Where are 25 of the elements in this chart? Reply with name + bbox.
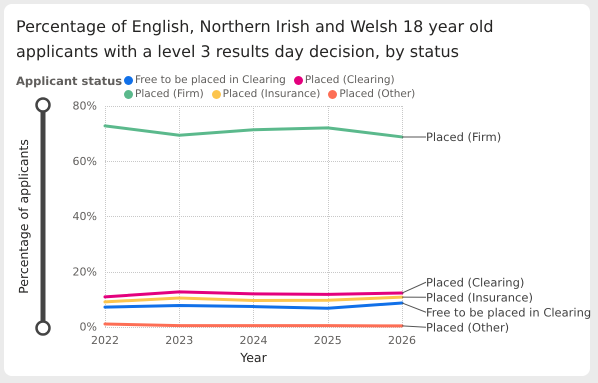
x-tick-label: 2024	[240, 334, 268, 347]
x-tick-label: 2022	[91, 334, 119, 347]
y-axis-title: Percentage of applicants	[16, 139, 31, 294]
chart-title: Percentage of English, Northern Irish and Welsh 18 year old applicants with a level 3 results day decision, by status	[16, 16, 495, 63]
legend-label: Placed (Other)	[339, 88, 416, 101]
text: Free to be placed in Clearing	[426, 305, 592, 320]
y-tick-label: 40%	[72, 210, 97, 223]
text: Placed (Other)	[426, 320, 510, 334]
y-tick-label: 60%	[72, 154, 97, 168]
y-tick-label: 20%	[72, 265, 97, 278]
text: Placed (Insurance)	[426, 290, 533, 304]
legend-label: Placed (Firm)	[135, 88, 204, 101]
legend-label: Placed (Insurance)	[222, 88, 320, 101]
text: Placed (Firm)	[426, 130, 502, 144]
x-axis-title: Year	[239, 350, 268, 365]
legend-title: Applicant status	[16, 74, 122, 88]
legend-label: Placed (Clearing)	[304, 74, 395, 87]
x-tick-label: 2023	[165, 334, 194, 347]
legend-label: Free to be placed in Clearing	[135, 74, 286, 87]
line-series	[104, 124, 404, 138]
x-tick-label: 2025	[314, 334, 342, 347]
text: Placed (Clearing)	[426, 275, 524, 290]
y-tick-label: 0%	[80, 320, 97, 334]
x-tick-label: 2026	[388, 334, 416, 347]
y-tick-label: 80%	[72, 100, 97, 112]
